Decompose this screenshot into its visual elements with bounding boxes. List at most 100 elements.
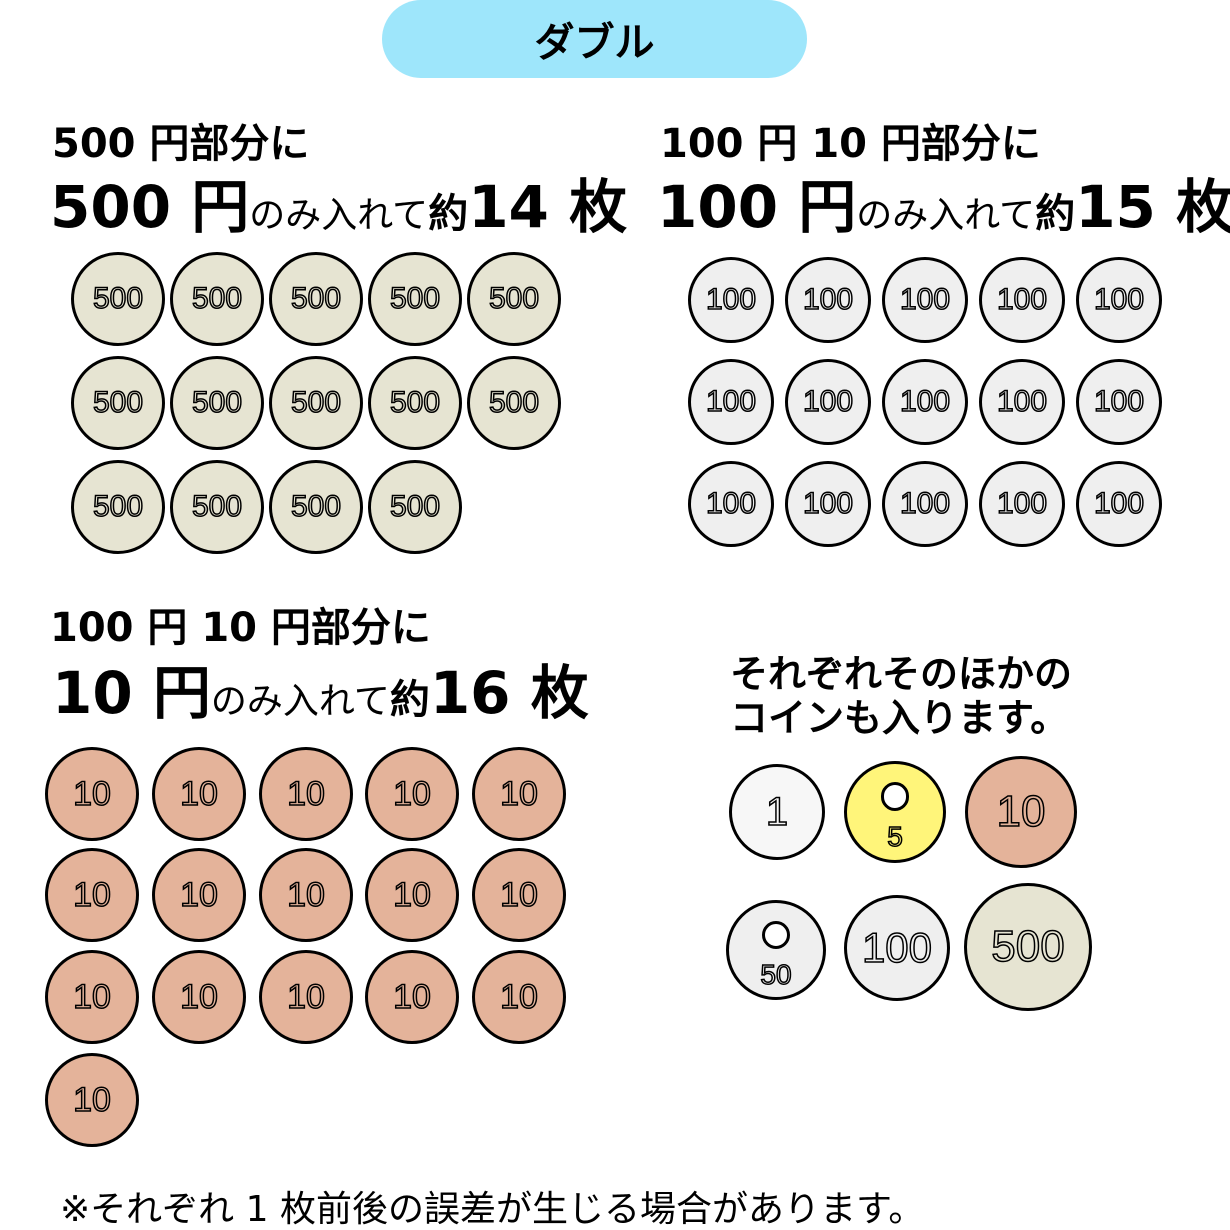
section-10-line2: 10 円のみ入れて約16 枚: [52, 664, 589, 722]
amount: 100 円: [657, 173, 857, 241]
coin-500: 500: [170, 356, 264, 450]
coin-100: 100: [1076, 461, 1162, 547]
coin-label: 100: [1093, 282, 1145, 317]
coin-10: 10: [365, 848, 459, 942]
coin-label: 10: [499, 977, 538, 1017]
coin-1-sample: 1: [729, 764, 825, 860]
coin-label: 500: [290, 385, 342, 420]
coin-label: 10: [392, 774, 431, 814]
coin-500: 500: [467, 356, 561, 450]
coin-label: 500: [92, 385, 144, 420]
title: ダブル: [534, 20, 655, 66]
coin-500: 500: [170, 252, 264, 346]
coin-10: 10: [259, 747, 353, 841]
coin-10: 10: [45, 848, 139, 942]
coin-10: 10: [365, 950, 459, 1044]
coin-label: 100: [705, 282, 757, 317]
coin-100: 100: [785, 257, 871, 343]
coin-100: 100: [979, 359, 1065, 445]
coin-10: 10: [365, 747, 459, 841]
coin-label: 100: [996, 486, 1048, 521]
coin-10: 10: [259, 848, 353, 942]
section-10-line1: 100 円 10 円部分に: [50, 605, 431, 651]
coin-10: 10: [152, 848, 246, 942]
other-coins-note: それぞれそのほかの コインも入ります。: [730, 652, 1072, 740]
note-line1: それぞれそのほかの: [730, 652, 1073, 696]
coin-label: 500: [488, 281, 540, 316]
footnote: ※それぞれ 1 枚前後の誤差が生じる場合があります。: [60, 1189, 925, 1230]
coin-500: 500: [71, 252, 165, 346]
coin-label: 100: [1093, 486, 1145, 521]
coin-label: 100: [802, 486, 854, 521]
coin-10: 10: [472, 950, 566, 1044]
coin-label: 10: [499, 875, 538, 915]
coin-label: 10: [392, 977, 431, 1017]
coin-100: 100: [1076, 359, 1162, 445]
coin-label: 100: [996, 384, 1048, 419]
coin-100: 100: [785, 359, 871, 445]
coin-100: 100: [688, 461, 774, 547]
coin-10: 10: [45, 747, 139, 841]
coin-5-sample: 5: [844, 761, 946, 863]
coin-label: 500: [290, 489, 342, 524]
coin-10: 10: [45, 950, 139, 1044]
coin-label: 10: [499, 774, 538, 814]
coin-label: 10: [286, 774, 325, 814]
coin-label: 100: [899, 282, 951, 317]
coin-10: 10: [152, 747, 246, 841]
count: 15 枚: [1075, 173, 1230, 241]
coin-label: 100: [705, 384, 757, 419]
coin-label: 50: [760, 958, 793, 990]
section-100-line1: 100 円 10 円部分に: [660, 121, 1041, 167]
section-500-line2: 500 円のみ入れて約14 枚: [50, 178, 627, 236]
count: 14 枚: [468, 173, 628, 241]
only-text: のみ入れて: [210, 681, 390, 722]
amount: 500 円: [50, 173, 250, 241]
coin-label: 1: [765, 789, 789, 835]
coin-100: 100: [979, 257, 1065, 343]
note-line2: コインも入ります。: [730, 696, 1069, 740]
coin-500: 500: [269, 356, 363, 450]
coin-100: 100: [688, 359, 774, 445]
coin-label: 10: [72, 875, 111, 915]
coin-label: 500: [389, 281, 441, 316]
section-100-line2: 100 円のみ入れて約15 枚: [657, 178, 1230, 236]
coin-10: 10: [259, 950, 353, 1044]
coin-10-sample: 10: [965, 756, 1077, 868]
coin-label: 10: [996, 786, 1046, 837]
coin-100: 100: [882, 461, 968, 547]
coin-label: 10: [286, 977, 325, 1017]
coin-100-sample: 100: [844, 895, 950, 1001]
coin-hole: [762, 921, 790, 949]
coin-label: 100: [1093, 384, 1145, 419]
amount: 10 円: [52, 659, 211, 727]
coin-label: 500: [290, 281, 342, 316]
coin-label: 100: [802, 384, 854, 419]
title-badge: ダブル: [382, 0, 807, 78]
coin-100: 100: [688, 257, 774, 343]
coin-label: 500: [389, 385, 441, 420]
coin-500: 500: [368, 460, 462, 554]
coin-100: 100: [785, 461, 871, 547]
coin-label: 100: [996, 282, 1048, 317]
coin-label: 500: [991, 921, 1066, 972]
coin-10: 10: [45, 1053, 139, 1147]
section-500-line1: 500 円部分に: [52, 121, 310, 167]
coin-label: 100: [705, 486, 757, 521]
approx-text: 約: [1035, 191, 1076, 237]
coin-label: 500: [191, 281, 243, 316]
coin-label: 100: [899, 486, 951, 521]
coin-label: 100: [899, 384, 951, 419]
coin-label: 10: [179, 875, 218, 915]
coin-500: 500: [170, 460, 264, 554]
coin-100: 100: [882, 359, 968, 445]
coin-50-sample: 50: [726, 900, 826, 1000]
coin-100: 100: [979, 461, 1065, 547]
coin-label: 10: [286, 875, 325, 915]
coin-label: 100: [861, 923, 933, 972]
coin-500: 500: [71, 356, 165, 450]
coin-500: 500: [368, 356, 462, 450]
coin-label: 500: [92, 281, 144, 316]
coin-100: 100: [1076, 257, 1162, 343]
